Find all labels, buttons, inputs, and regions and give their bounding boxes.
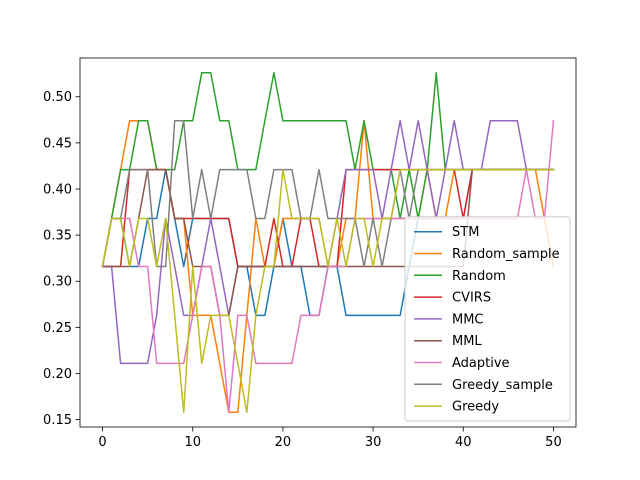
legend-label-greedy-sample: Greedy_sample — [452, 378, 553, 393]
y-tick-label: 0.30 — [43, 275, 72, 290]
y-tick-label: 0.20 — [43, 367, 72, 382]
x-tick-label: 0 — [98, 435, 106, 450]
legend-label-random: Random — [452, 269, 506, 284]
series-line-greedy — [101, 168, 555, 413]
legend-label-random-sample: Random_sample — [452, 247, 560, 262]
legend: STM Random_sample Random CVIRS MMC MML Adaptiv… — [404, 216, 571, 422]
y-tick-label: 0.45 — [43, 136, 72, 151]
legend-label-adaptive: Adaptive — [452, 356, 510, 371]
legend-label-greedy: Greedy — [452, 400, 499, 415]
x-tick-label: 40 — [455, 435, 472, 450]
y-tick-label: 0.25 — [43, 321, 72, 336]
x-tick-label: 50 — [545, 435, 562, 450]
x-tick-label: 20 — [275, 435, 292, 450]
legend-label-mml: MML — [452, 334, 482, 349]
legend-label-mmc: MMC — [452, 312, 484, 327]
y-tick-label: 0.40 — [43, 182, 72, 197]
plot-frame — [79, 57, 577, 428]
legend-label-cvirs: CVIRS — [452, 291, 491, 306]
x-tick-label: 10 — [184, 435, 201, 450]
axes-layer: 0 10 20 30 40 50 0.15 0.20 0.25 0.30 0.35 0.40 0.45 0… — [43, 57, 577, 450]
legend-box — [404, 216, 571, 422]
y-tick-label: 0.15 — [43, 413, 72, 428]
x-tick-label: 30 — [365, 435, 382, 450]
y-tick-label: 0.35 — [43, 229, 72, 244]
legend-label-stm: STM — [452, 225, 479, 240]
y-tick-label: 0.50 — [43, 90, 72, 105]
